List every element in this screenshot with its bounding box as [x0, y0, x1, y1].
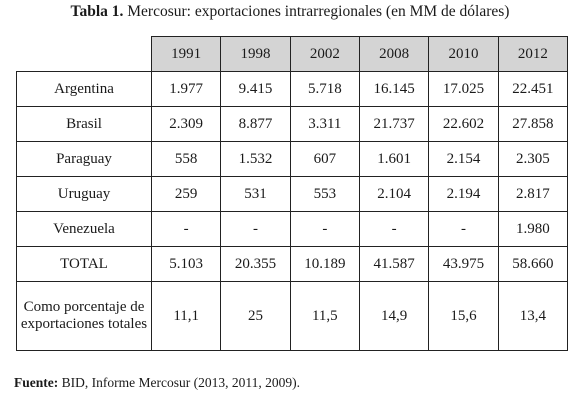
table-cell: - [428, 211, 499, 247]
table-row: Uruguay 259 531 553 2.104 2.194 2.817 [16, 176, 569, 212]
table-cell: 1.601 [358, 141, 430, 177]
row-label: Uruguay [16, 176, 152, 212]
table-cell: - [220, 211, 291, 247]
table-cell: 2.194 [428, 176, 499, 212]
row-label: Como porcentaje de exportaciones totales [16, 281, 152, 351]
row-label: Paraguay [16, 141, 152, 177]
table-cell: 2.309 [150, 106, 222, 142]
header-corner-cell [16, 36, 152, 72]
table-cell: 14,9 [358, 281, 430, 351]
table-cell: 43.975 [428, 246, 499, 282]
table-cell: 5.718 [289, 71, 360, 107]
table-cell: 11,1 [150, 281, 222, 351]
row-label: Brasil [16, 106, 152, 142]
table-cell: 259 [150, 176, 222, 212]
table-row: Venezuela - - - - - 1.980 [16, 211, 569, 247]
caption-label: Tabla 1. [70, 3, 124, 20]
table-cell: 607 [289, 141, 360, 177]
table-cell: 1.980 [497, 211, 569, 247]
table-cell: 27.858 [497, 106, 569, 142]
table-cell: 22.602 [428, 106, 499, 142]
table-row: Paraguay 558 1.532 607 1.601 2.154 2.305 [16, 141, 569, 177]
table-cell: 11,5 [289, 281, 360, 351]
caption-text: Mercosur: exportaciones intrarregionales… [127, 3, 510, 20]
table-cell: 2.305 [497, 141, 569, 177]
table-cell: 553 [289, 176, 360, 212]
table-cell: 2.104 [358, 176, 430, 212]
table-cell: 17.025 [428, 71, 499, 107]
table-cell: - [289, 211, 360, 247]
column-header: 1991 [150, 36, 222, 72]
row-label: Argentina [16, 71, 152, 107]
table-cell: 5.103 [150, 246, 222, 282]
row-label: Venezuela [16, 211, 152, 247]
table-caption: Tabla 1. Mercosur: exportaciones intrarr… [0, 3, 580, 21]
table-cell: 1.532 [220, 141, 291, 177]
table-cell: 20.355 [220, 246, 291, 282]
column-header: 2002 [289, 36, 360, 72]
table-row: Argentina 1.977 9.415 5.718 16.145 17.02… [16, 71, 569, 107]
table-cell: 58.660 [497, 246, 569, 282]
table-row: TOTAL 5.103 20.355 10.189 41.587 43.975 … [16, 246, 569, 282]
source-label: Fuente: [14, 375, 59, 390]
table-cell: 9.415 [220, 71, 291, 107]
table-cell: 1.977 [150, 71, 222, 107]
column-header: 2012 [497, 36, 569, 72]
source-text: BID, Informe Mercosur (2013, 2011, 2009)… [61, 375, 300, 390]
table-cell: 21.737 [358, 106, 430, 142]
table-row: Como porcentaje de exportaciones totales… [16, 281, 569, 351]
table-cell: - [150, 211, 222, 247]
exports-table: 1991 1998 2002 2008 2010 2012 Argentina … [16, 36, 569, 351]
column-header: 2008 [358, 36, 430, 72]
table-cell: - [358, 211, 430, 247]
table-cell: 13,4 [497, 281, 569, 351]
column-header: 1998 [220, 36, 291, 72]
row-label: TOTAL [16, 246, 152, 282]
table-cell: 8.877 [220, 106, 291, 142]
table-cell: 15,6 [428, 281, 499, 351]
table-cell: 16.145 [358, 71, 430, 107]
table-cell: 2.154 [428, 141, 499, 177]
source-note: Fuente: BID, Informe Mercosur (2013, 201… [14, 375, 300, 391]
table-cell: 2.817 [497, 176, 569, 212]
table-row: Brasil 2.309 8.877 3.311 21.737 22.602 2… [16, 106, 569, 142]
header-row: 1991 1998 2002 2008 2010 2012 [16, 36, 569, 72]
table-cell: 3.311 [289, 106, 360, 142]
table-cell: 25 [220, 281, 291, 351]
table-cell: 41.587 [358, 246, 430, 282]
column-header: 2010 [428, 36, 499, 72]
table-cell: 558 [150, 141, 222, 177]
table-cell: 531 [220, 176, 291, 212]
table-cell: 10.189 [289, 246, 360, 282]
table-cell: 22.451 [497, 71, 569, 107]
